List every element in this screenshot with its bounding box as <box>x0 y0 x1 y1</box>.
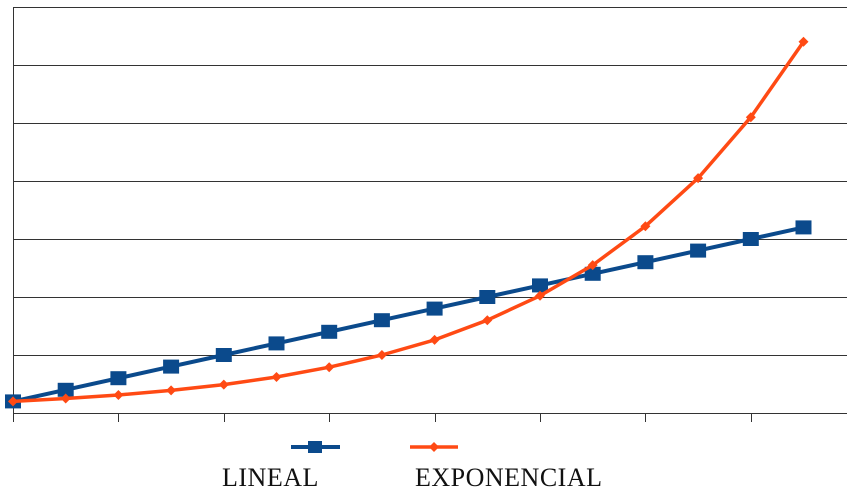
data-point-exponencial <box>218 379 229 390</box>
data-point-exponencial <box>587 260 598 271</box>
data-point-lineal <box>268 336 285 351</box>
gridlines <box>13 7 847 356</box>
data-point-exponencial <box>166 385 177 396</box>
data-point-lineal <box>426 301 443 316</box>
series-line-exponencial <box>11 40 806 404</box>
data-point-lineal <box>742 232 759 246</box>
data-point-exponencial <box>745 112 756 123</box>
legend-marker-exponencial <box>429 442 439 452</box>
data-point-exponencial <box>113 390 124 400</box>
data-point-lineal <box>110 371 127 386</box>
data-point-lineal <box>163 359 180 374</box>
data-point-exponencial <box>8 396 18 407</box>
series-layer <box>5 36 812 409</box>
data-point-lineal <box>584 266 601 281</box>
data-point-lineal <box>795 220 812 235</box>
legend-marker-lineal <box>308 441 322 453</box>
data-point-exponencial <box>429 334 440 345</box>
data-point-lineal <box>321 324 338 339</box>
axes <box>13 7 847 422</box>
data-point-exponencial <box>535 290 545 301</box>
legend-label-lineal: LINEAL <box>222 463 319 492</box>
data-point-lineal <box>215 348 232 362</box>
data-point-lineal <box>690 243 707 258</box>
data-point-exponencial <box>693 173 704 184</box>
series-line-lineal <box>11 225 806 404</box>
data-point-exponencial <box>60 393 71 404</box>
data-point-exponencial <box>324 362 335 373</box>
data-point-exponencial <box>640 221 651 232</box>
data-point-exponencial <box>271 372 282 382</box>
data-point-exponencial <box>376 350 387 360</box>
data-point-lineal <box>532 278 548 293</box>
legend <box>291 441 458 453</box>
data-point-lineal <box>373 313 390 328</box>
data-point-lineal <box>637 255 654 270</box>
data-point-exponencial <box>798 36 809 47</box>
data-point-exponencial <box>482 315 493 326</box>
legend-label-exponencial: EXPONENCIAL <box>415 463 603 492</box>
data-point-lineal <box>479 290 496 304</box>
data-point-lineal <box>57 382 74 397</box>
